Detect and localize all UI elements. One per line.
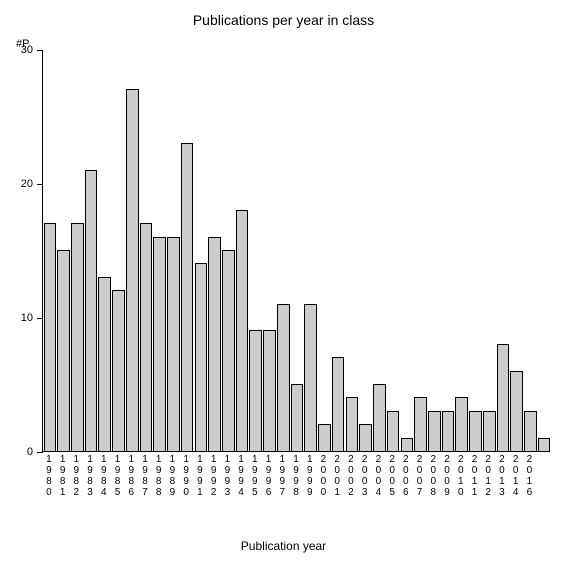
x-tick-label: 2005 [386,454,399,498]
x-tick-label: 1987 [138,454,151,498]
x-tick-label: 1982 [70,454,83,498]
chart-container: Publications per year in class #P 010203… [0,0,567,567]
x-axis-labels: 1980198119821983198419851986198719881989… [42,454,550,514]
bar [85,170,98,451]
x-tick-label: 2008 [427,454,440,498]
bar [483,411,496,451]
bar [263,330,276,451]
x-tick-label: 1993 [221,454,234,498]
y-tick-label: 30 [21,44,33,56]
x-tick-label: 1980 [42,454,55,498]
x-tick-label: 2012 [482,454,495,498]
x-tick-label: 1986 [125,454,138,498]
x-tick-label: 1984 [97,454,110,498]
x-axis-title: Publication year [0,539,567,553]
bar [524,411,537,451]
bar [373,384,386,451]
bar [277,304,290,451]
bar [387,411,400,451]
x-tick-label: 2010 [454,454,467,498]
bar [98,277,111,451]
bar [222,250,235,451]
bar [112,290,125,451]
y-tick [37,452,43,453]
bar [236,210,249,451]
chart-title: Publications per year in class [0,12,567,28]
bar [442,411,455,451]
bar [538,438,551,451]
x-tick-label: 2002 [344,454,357,498]
bar [359,424,372,451]
bar [510,371,523,451]
bar [195,263,208,451]
x-tick-label: 1988 [152,454,165,498]
bar [153,237,166,451]
bar [71,223,84,451]
y-tick [37,318,43,319]
x-tick-label: 1985 [111,454,124,498]
x-tick-label: 1981 [56,454,69,498]
bar [181,143,194,451]
x-tick-label: 1983 [84,454,97,498]
x-tick-label: 1989 [166,454,179,498]
x-tick-label: 1992 [207,454,220,498]
x-tick-label: 1997 [276,454,289,498]
bar [332,357,345,451]
bar [469,411,482,451]
x-tick-label: 2007 [413,454,426,498]
y-tick-label: 10 [21,312,33,324]
y-tick-label: 0 [27,446,33,458]
bar [291,384,304,451]
bar [346,397,359,451]
x-tick-label: 2013 [495,454,508,498]
x-tick-label: 2011 [468,454,481,498]
bar [57,250,70,451]
bar [140,223,153,451]
x-tick-label: 1995 [248,454,261,498]
bar [208,237,221,451]
bar [249,330,262,451]
x-tick-label: 2016 [523,454,536,498]
bar [455,397,468,451]
x-tick-label: 1994 [235,454,248,498]
x-tick-label: 2006 [399,454,412,498]
x-tick-label: 2004 [372,454,385,498]
bar [428,411,441,451]
x-tick-label: 1991 [193,454,206,498]
x-tick-label: 1999 [303,454,316,498]
x-tick-label: 2001 [331,454,344,498]
x-tick-label: 1996 [262,454,275,498]
bar [401,438,414,451]
x-tick-label: 2003 [358,454,371,498]
bar [167,237,180,451]
y-tick-label: 20 [21,178,33,190]
x-tick-label: 2009 [441,454,454,498]
y-tick [37,50,43,51]
bar [318,424,331,451]
bar [126,89,139,451]
x-tick-label: 2000 [317,454,330,498]
x-tick-label: 1998 [290,454,303,498]
x-tick-label: 2014 [509,454,522,498]
bar [44,223,57,451]
bar [304,304,317,451]
plot-area: 0102030 [42,50,550,452]
x-tick-label: 1990 [180,454,193,498]
bar [497,344,510,451]
bar [414,397,427,451]
y-tick [37,184,43,185]
